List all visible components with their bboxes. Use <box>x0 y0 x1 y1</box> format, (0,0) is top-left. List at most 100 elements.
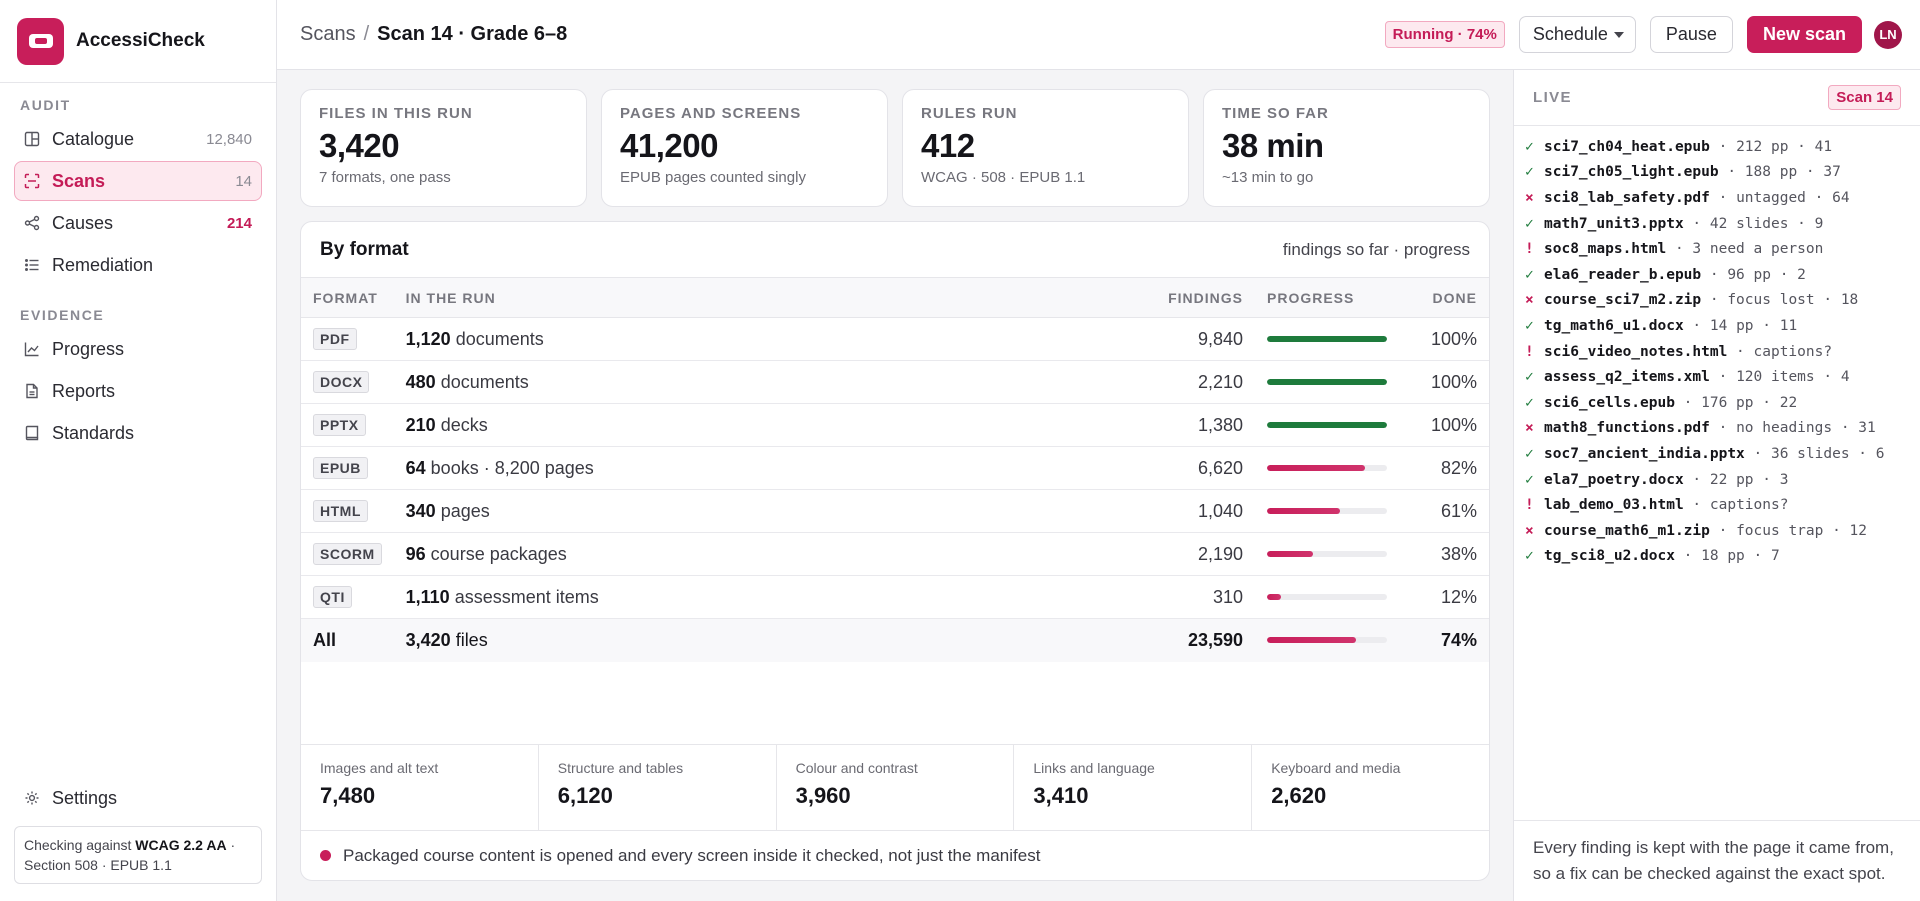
list-item[interactable]: × course_math6_m1.zip · focus trap · 12 <box>1525 518 1920 544</box>
list-item[interactable]: ! sci6_video_notes.html · captions? <box>1525 339 1920 365</box>
format-tag: HTML <box>313 500 368 522</box>
findings-cell: 9,840 <box>1145 317 1255 361</box>
progress-cell <box>1255 317 1399 361</box>
standards-note-primary: WCAG 2.2 AA <box>135 837 227 853</box>
format-tag: SCORM <box>313 543 382 565</box>
column-header-format[interactable]: FORMAT <box>301 277 394 318</box>
sidebar-item-label: Reports <box>52 380 116 401</box>
sidebar-item-causes[interactable]: Causes 214 <box>14 203 262 243</box>
format-tag: PDF <box>313 328 357 350</box>
file-name: course_math6_m1.zip <box>1544 522 1710 539</box>
list-item[interactable]: ✓ sci7_ch05_light.epub · 188 pp · 37 <box>1525 160 1920 186</box>
book-icon <box>24 425 40 441</box>
category-structure[interactable]: Structure and tables 6,120 <box>539 745 777 830</box>
category-links[interactable]: Links and language 3,410 <box>1014 745 1253 830</box>
by-format-title: By format <box>320 238 409 260</box>
sidebar-item-scans[interactable]: Scans 14 <box>14 161 262 201</box>
list-item[interactable]: ✓ sci7_ch04_heat.epub · 212 pp · 41 <box>1525 134 1920 160</box>
category-value: 2,620 <box>1271 783 1327 808</box>
scan-badge: Scan 14 <box>1828 85 1901 110</box>
avatar[interactable]: LN <box>1874 20 1902 49</box>
list-item[interactable]: ✓ tg_math6_u1.docx · 14 pp · 11 <box>1525 313 1920 339</box>
sidebar: AccessiCheck AUDIT Catalogue 12,840 Scan… <box>0 0 277 901</box>
pause-button[interactable]: Pause <box>1649 16 1733 53</box>
findings-cell: 23,590 <box>1145 618 1255 662</box>
by-format-hint: findings so far · progress <box>1282 239 1470 259</box>
category-label: Keyboard and media <box>1271 760 1401 776</box>
format-cell: SCORM <box>301 532 394 576</box>
page-title: Scan 14 · Grade 6–8 <box>377 23 568 45</box>
list-item[interactable]: ✓ math7_unit3.pptx · 42 slides · 9 <box>1525 211 1920 237</box>
file-unit: decks <box>440 414 488 435</box>
column-header-findings[interactable]: FINDINGS <box>1145 277 1255 318</box>
table-row[interactable]: HTML 340 pages 1,040 61% <box>301 489 1489 533</box>
sidebar-item-reports[interactable]: Reports <box>14 371 262 411</box>
breadcrumb-scans-link[interactable]: Scans <box>300 23 356 45</box>
status-fail-icon: × <box>1525 292 1534 309</box>
column-header-progress[interactable]: PROGRESS <box>1255 277 1399 318</box>
file-detail: · focus lost · 18 <box>1701 292 1859 309</box>
file-detail: · 176 pp · 22 <box>1674 394 1798 411</box>
stat-value: 412 <box>921 127 975 164</box>
format-cell: QTI <box>301 575 394 619</box>
progress-fill <box>1267 508 1341 514</box>
sidebar-item-progress[interactable]: Progress <box>14 329 262 369</box>
column-header-done[interactable]: DONE <box>1399 277 1489 318</box>
file-detail: · no headings · 31 <box>1709 420 1876 437</box>
in-run-cell: 210 decks <box>393 403 1145 447</box>
category-keyboard[interactable]: Keyboard and media 2,620 <box>1252 745 1489 830</box>
packaged-content-note: Packaged course content is opened and ev… <box>301 830 1489 880</box>
list-item[interactable]: × course_sci7_m2.zip · focus lost · 18 <box>1525 288 1920 314</box>
list-item[interactable]: ✓ soc7_ancient_india.pptx · 36 slides · 6 <box>1525 441 1920 467</box>
list-item[interactable]: ✓ ela7_poetry.docx · 22 pp · 3 <box>1525 467 1920 493</box>
list-item[interactable]: ✓ tg_sci8_u2.docx · 18 pp · 7 <box>1525 544 1920 570</box>
table-row[interactable]: PDF 1,120 documents 9,840 100% <box>301 317 1489 361</box>
file-detail: · 36 slides · 6 <box>1744 445 1885 462</box>
status-ok-icon: ✓ <box>1525 164 1534 181</box>
table-row[interactable]: EPUB 64 books · 8,200 pages 6,620 82% <box>301 446 1489 490</box>
category-colour[interactable]: Colour and contrast 3,960 <box>777 745 1015 830</box>
schedule-dropdown[interactable]: Schedule <box>1518 16 1636 53</box>
file-name: tg_sci8_u2.docx <box>1544 548 1675 565</box>
table-row[interactable]: PPTX 210 decks 1,380 100% <box>301 403 1489 447</box>
file-unit: pages <box>440 500 490 521</box>
sidebar-item-settings[interactable]: Settings <box>14 778 262 818</box>
list-icon <box>24 257 40 273</box>
list-item[interactable]: ✓ sci6_cells.epub · 176 pp · 22 <box>1525 390 1920 416</box>
chart-icon <box>24 341 40 357</box>
in-run-cell: 1,110 assessment items <box>393 575 1145 619</box>
sidebar-item-remediation[interactable]: Remediation <box>14 245 262 285</box>
standards-note-prefix: Checking against <box>24 837 136 853</box>
list-item[interactable]: × math8_functions.pdf · no headings · 31 <box>1525 416 1920 442</box>
table-row[interactable]: SCORM 96 course packages 2,190 38% <box>301 532 1489 576</box>
progress-cell <box>1255 575 1399 619</box>
file-name: sci6_video_notes.html <box>1544 343 1728 360</box>
brand[interactable]: AccessiCheck <box>0 0 276 83</box>
list-item[interactable]: × sci8_lab_safety.pdf · untagged · 64 <box>1525 185 1920 211</box>
nav-section-evidence: EVIDENCE <box>20 307 105 323</box>
file-detail: · untagged · 64 <box>1709 189 1850 206</box>
table-row[interactable]: QTI 1,110 assessment items 310 12% <box>301 575 1489 619</box>
status-warn-icon: ! <box>1525 241 1534 258</box>
category-images[interactable]: Images and alt text 7,480 <box>301 745 539 830</box>
file-unit: course packages <box>430 543 567 564</box>
new-scan-button[interactable]: New scan <box>1746 16 1862 53</box>
sidebar-footer: Settings Checking against WCAG 2.2 AA · … <box>0 776 276 901</box>
format-tag: DOCX <box>313 371 370 393</box>
file-name: ela7_poetry.docx <box>1544 471 1684 488</box>
list-item[interactable]: ✓ assess_q2_items.xml · 120 items · 4 <box>1525 364 1920 390</box>
table-row[interactable]: DOCX 480 documents 2,210 100% <box>301 360 1489 404</box>
list-item[interactable]: ! lab_demo_03.html · captions? <box>1525 492 1920 518</box>
chevron-down-icon <box>1613 31 1624 38</box>
file-detail: · 42 slides · 9 <box>1683 215 1824 232</box>
stat-cards: FILES IN THIS RUN 3,420 7 formats, one p… <box>300 89 1490 207</box>
list-item[interactable]: ! soc8_maps.html · 3 need a person <box>1525 236 1920 262</box>
file-name: math7_unit3.pptx <box>1544 215 1684 232</box>
list-item[interactable]: ✓ ela6_reader_b.epub · 96 pp · 2 <box>1525 262 1920 288</box>
column-header-in-run[interactable]: IN THE RUN <box>393 277 1145 318</box>
sidebar-item-count: 214 <box>226 214 252 232</box>
category-value: 7,480 <box>320 783 376 808</box>
status-fail-icon: × <box>1525 420 1534 437</box>
sidebar-item-catalogue[interactable]: Catalogue 12,840 <box>14 119 262 159</box>
sidebar-item-standards[interactable]: Standards <box>14 413 262 453</box>
